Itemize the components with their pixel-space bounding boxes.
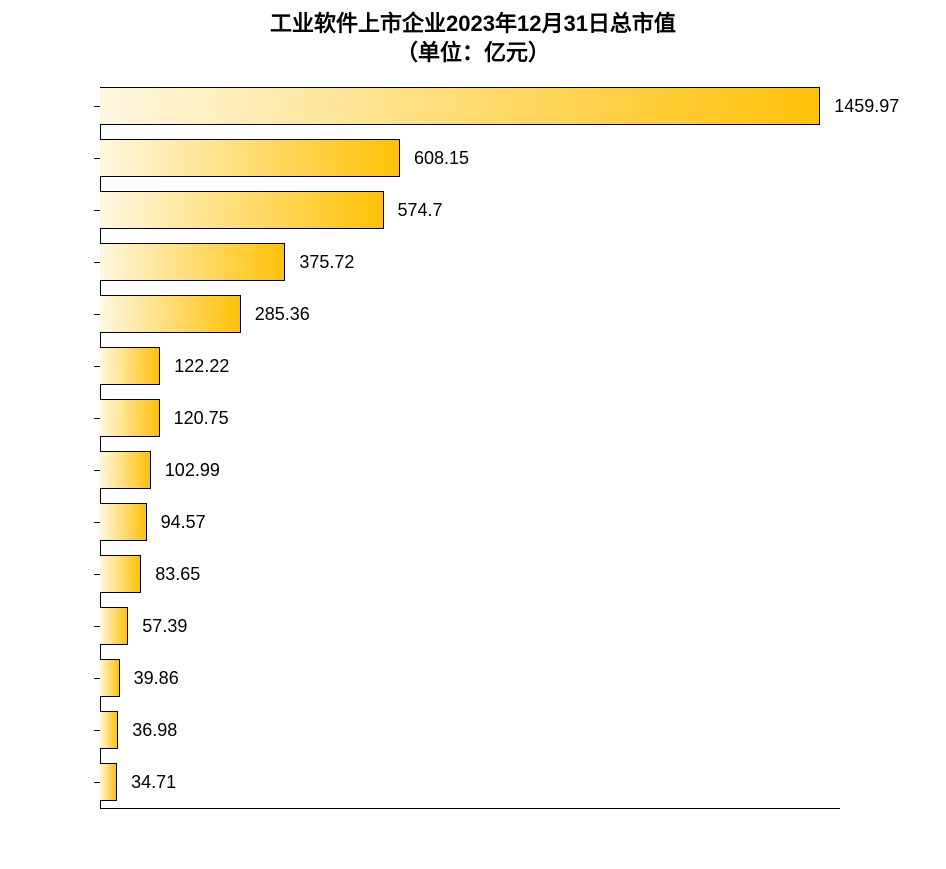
value-label: 94.57 bbox=[161, 512, 206, 533]
bar bbox=[100, 139, 400, 177]
value-label: 39.86 bbox=[134, 668, 179, 689]
bar-row: 83.65 bbox=[100, 555, 906, 593]
value-label: 83.65 bbox=[155, 564, 200, 585]
bar-row: 57.39 bbox=[100, 607, 906, 645]
bar-row: 120.75 bbox=[100, 399, 906, 437]
bar bbox=[100, 347, 160, 385]
value-label: 102.99 bbox=[165, 460, 220, 481]
value-label: 36.98 bbox=[132, 720, 177, 741]
value-label: 285.36 bbox=[255, 304, 310, 325]
bar-row: 94.57 bbox=[100, 503, 906, 541]
value-label: 120.75 bbox=[174, 408, 229, 429]
bar bbox=[100, 87, 820, 125]
y-tick bbox=[94, 106, 100, 107]
bar bbox=[100, 555, 141, 593]
bar-row: 102.99 bbox=[100, 451, 906, 489]
y-tick bbox=[94, 678, 100, 679]
value-label: 57.39 bbox=[142, 616, 187, 637]
bar bbox=[100, 763, 117, 801]
value-label: 375.72 bbox=[299, 252, 354, 273]
value-label: 1459.97 bbox=[834, 96, 899, 117]
bar bbox=[100, 399, 160, 437]
value-label: 122.22 bbox=[174, 356, 229, 377]
bar-row: 285.36 bbox=[100, 295, 906, 333]
chart-title-line2: （单位：亿元） bbox=[40, 39, 906, 68]
bar-row: 34.71 bbox=[100, 763, 906, 801]
y-tick bbox=[94, 730, 100, 731]
bar-row: 1459.97 bbox=[100, 87, 906, 125]
bars-container: 1459.97 608.15 574.7 375.72 285.36 122.22 120.… bbox=[100, 87, 906, 801]
x-axis bbox=[100, 808, 840, 809]
y-tick bbox=[94, 470, 100, 471]
value-label: 608.15 bbox=[414, 148, 469, 169]
bar bbox=[100, 451, 151, 489]
bar bbox=[100, 607, 128, 645]
bar-row: 574.7 bbox=[100, 191, 906, 229]
bar bbox=[100, 659, 120, 697]
bar-row: 39.86 bbox=[100, 659, 906, 697]
y-tick bbox=[94, 158, 100, 159]
bar-row: 122.22 bbox=[100, 347, 906, 385]
y-tick bbox=[94, 782, 100, 783]
y-tick bbox=[94, 262, 100, 263]
bar bbox=[100, 711, 118, 749]
y-tick bbox=[94, 210, 100, 211]
y-tick bbox=[94, 366, 100, 367]
bar-row: 608.15 bbox=[100, 139, 906, 177]
chart-area: 1459.97 608.15 574.7 375.72 285.36 122.22 120.… bbox=[100, 87, 906, 809]
chart-title-line1: 工业软件上市企业2023年12月31日总市值 bbox=[40, 10, 906, 39]
bar-row: 36.98 bbox=[100, 711, 906, 749]
y-tick bbox=[94, 626, 100, 627]
y-tick bbox=[94, 522, 100, 523]
bar bbox=[100, 503, 147, 541]
bar-row: 375.72 bbox=[100, 243, 906, 281]
bar bbox=[100, 191, 384, 229]
y-tick bbox=[94, 574, 100, 575]
value-label: 574.7 bbox=[398, 200, 443, 221]
y-tick bbox=[94, 314, 100, 315]
bar bbox=[100, 295, 241, 333]
bar bbox=[100, 243, 285, 281]
value-label: 34.71 bbox=[131, 772, 176, 793]
y-tick bbox=[94, 418, 100, 419]
chart-title: 工业软件上市企业2023年12月31日总市值 （单位：亿元） bbox=[40, 10, 906, 67]
